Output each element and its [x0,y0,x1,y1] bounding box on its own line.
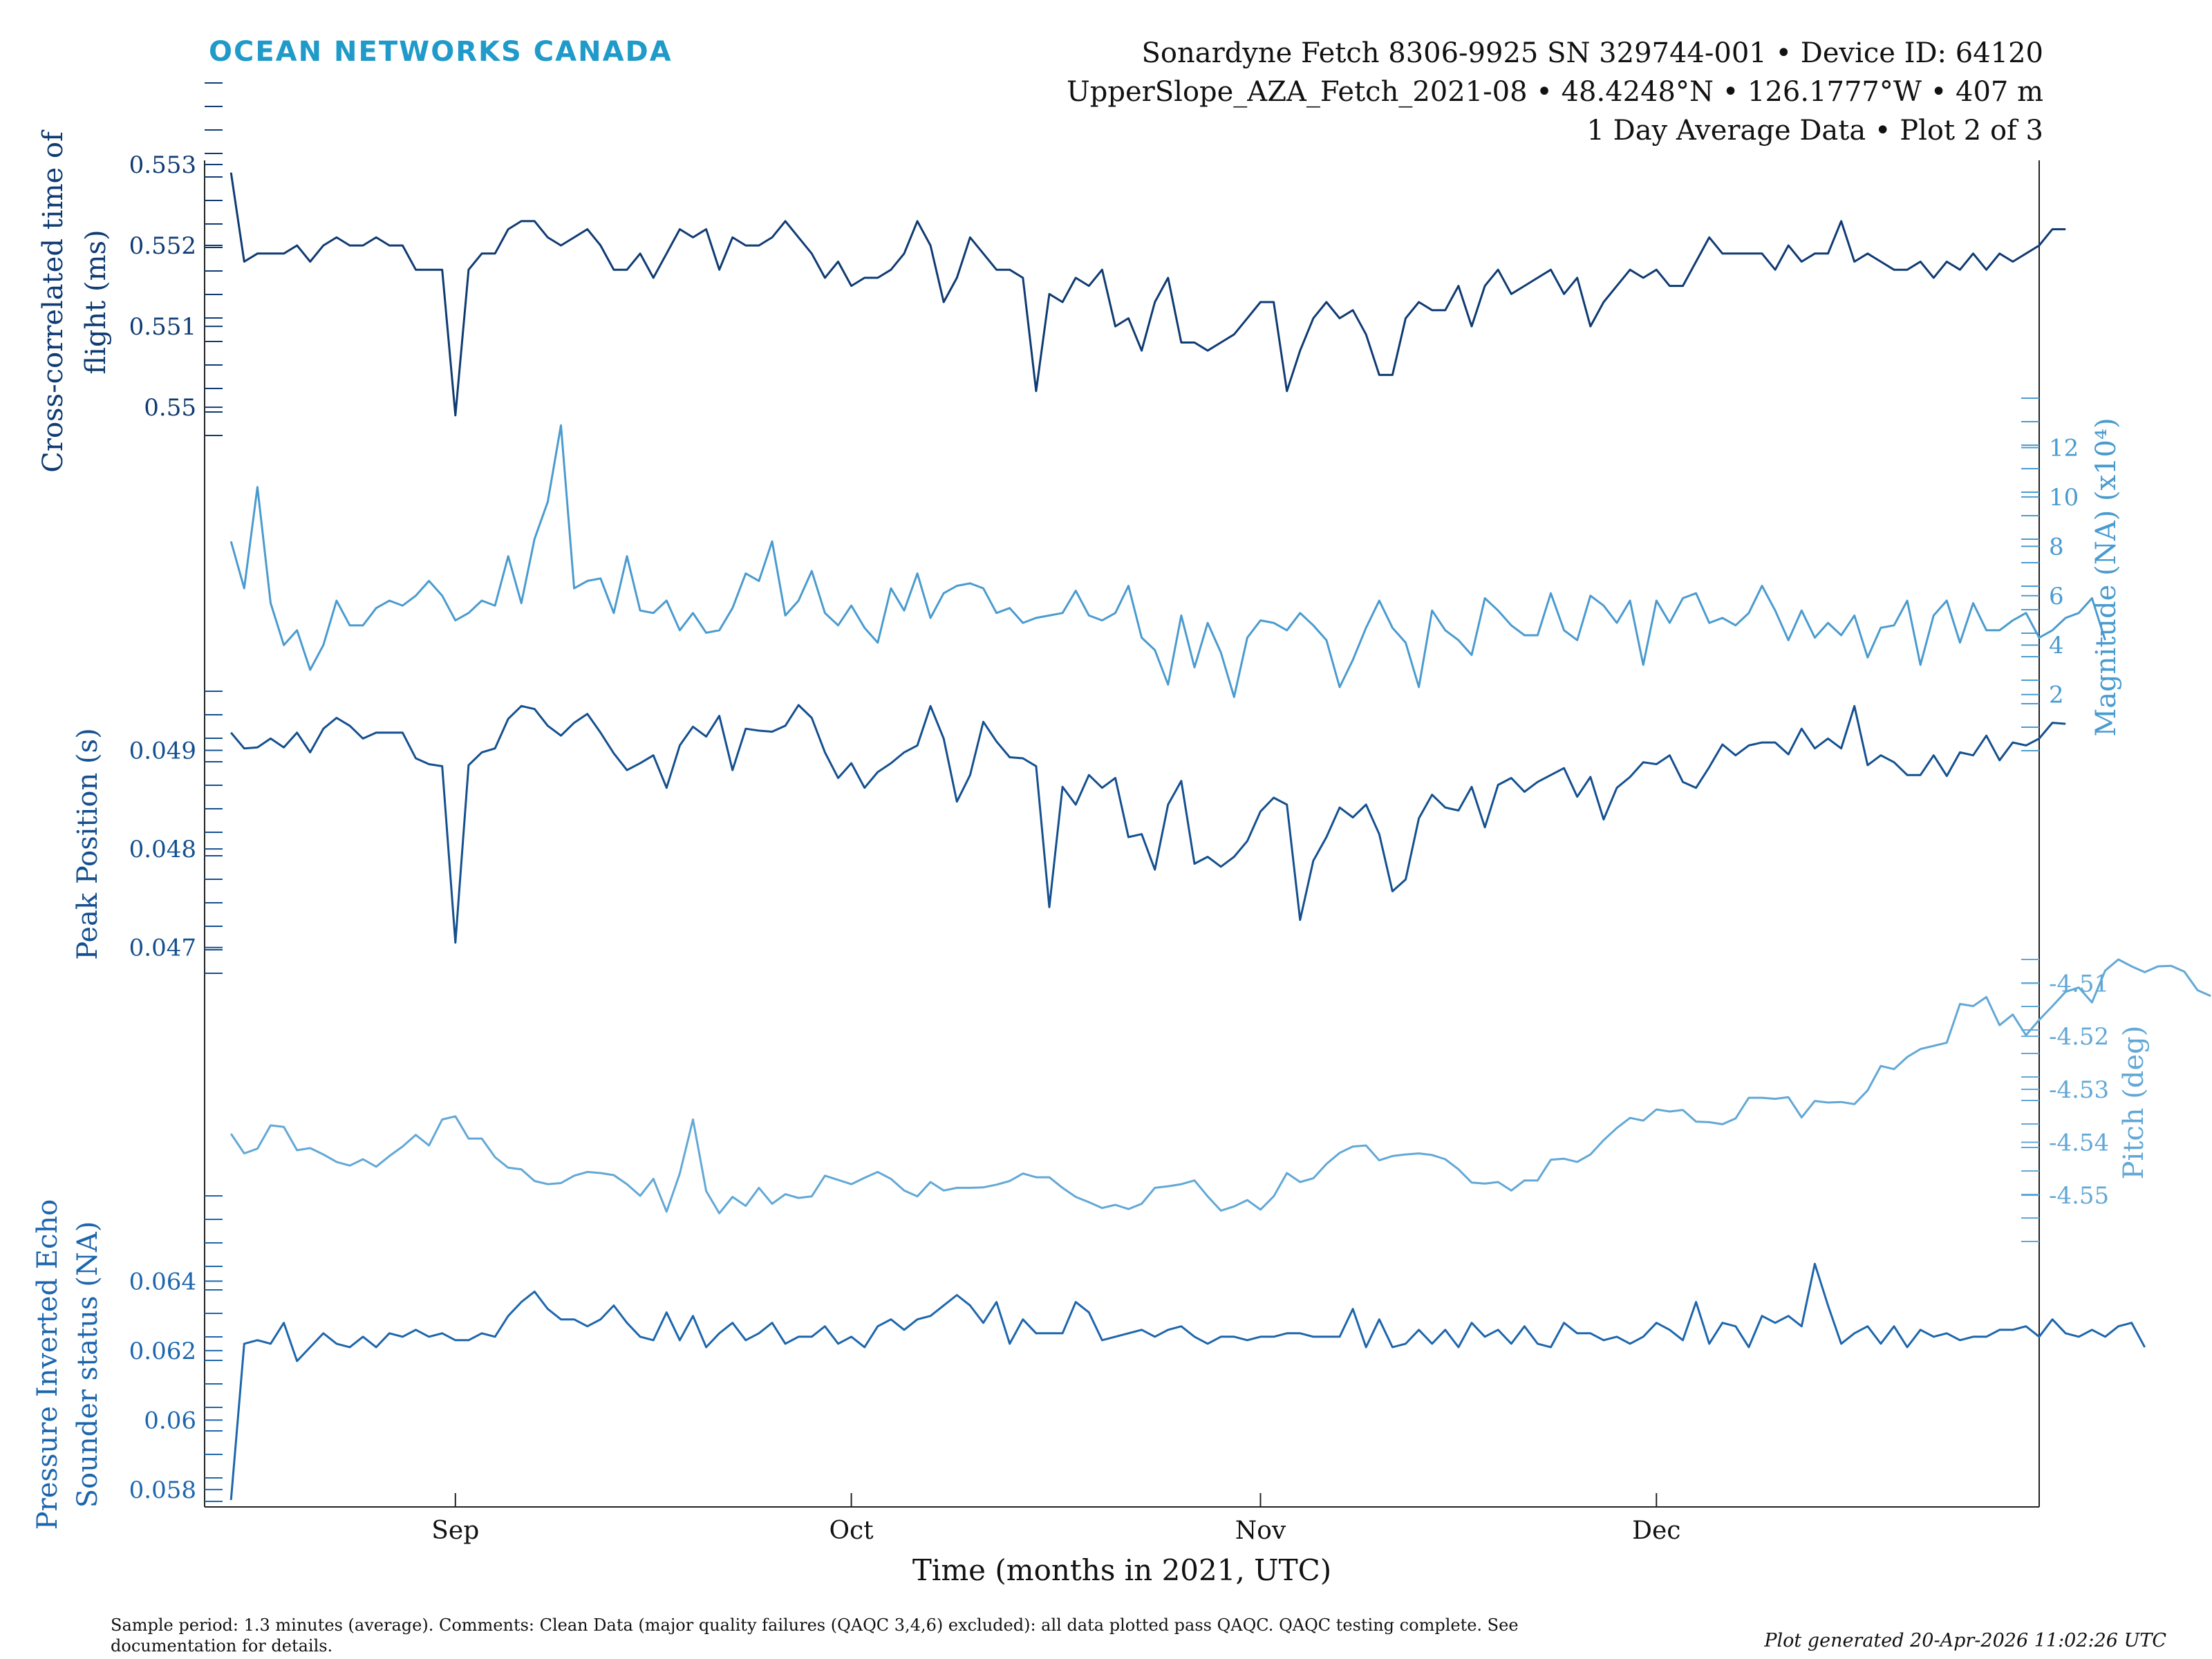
x-tick-label: Dec [1632,1517,1680,1545]
plot-generated-timestamp: Plot generated 20-Apr-2026 11:02:26 UTC [1764,1630,2166,1651]
pitch-tick-label: -4.54 [2049,1130,2109,1157]
deployment-location: UpperSlope_AZA_Fetch_2021-08 • 48.4248°N… [1067,76,2043,108]
tof-tick-label: 0.55 [144,394,196,422]
pitch-tick-label: -4.52 [2049,1023,2109,1051]
tof-tick-label: 0.553 [129,151,196,179]
peak-tick-label: 0.048 [129,836,196,863]
peak-axis-title: Peak Position (s) [72,728,104,959]
pitch-axis-title: Pitch (deg) [2118,1026,2150,1180]
footer-comments: Sample period: 1.3 minutes (average). Co… [111,1615,1763,1656]
tof-axis-title: Cross-correlated time of [37,129,69,473]
x-axis-title: Time (months in 2021, UTC) [912,1553,1331,1587]
pitch-tick-label: -4.55 [2049,1182,2109,1210]
magnitude-tick-label: 2 [2049,682,2064,709]
tof-series-line [229,172,2066,417]
pitch-series-line [229,958,2211,1215]
ocean-networks-canada-logo: OCEAN NETWORKS CANADA [209,36,673,68]
echo-series-line [229,1262,2146,1501]
peak-tick-label: 0.049 [129,738,196,765]
magnitude-tick-label: 10 [2049,484,2079,512]
footer-comments-line1: Sample period: 1.3 minutes (average). Co… [111,1615,1519,1635]
pitch-tick-label: -4.53 [2049,1076,2109,1104]
echo-tick-label: 0.06 [144,1407,196,1434]
echo-tick-label: 0.062 [129,1338,196,1365]
x-tick-label: Oct [830,1517,874,1545]
magnitude-tick-label: 4 [2049,632,2064,659]
tof-tick-label: 0.551 [129,313,196,341]
peak-tick-label: 0.047 [129,935,196,962]
device-title: Sonardyne Fetch 8306-9925 SN 329744-001 … [1141,37,2043,69]
magnitude-series-line [229,424,2106,698]
echo-tick-label: 0.064 [129,1268,196,1295]
echo-axis-title: Sounder status (NA) [72,1221,104,1508]
magnitude-tick-label: 6 [2049,583,2064,610]
magnitude-tick-label: 8 [2049,533,2064,561]
peak-series-line [230,704,2066,944]
plot-subtitle: 1 Day Average Data • Plot 2 of 3 [1586,115,2043,147]
footer-comments-line2: documentation for details. [111,1636,333,1656]
echo-axis-title: Pressure Inverted Echo [32,1199,64,1530]
x-tick-label: Sep [431,1517,479,1545]
tof-tick-label: 0.552 [129,232,196,260]
pitch-tick-label: -4.51 [2049,971,2109,998]
x-tick-label: Nov [1235,1517,1286,1545]
magnitude-axis-title: Magnitude (NA) (x10⁴) [2090,418,2122,736]
tof-axis-title: flight (ms) [80,229,112,374]
echo-tick-label: 0.058 [129,1477,196,1504]
magnitude-tick-label: 12 [2049,434,2079,462]
